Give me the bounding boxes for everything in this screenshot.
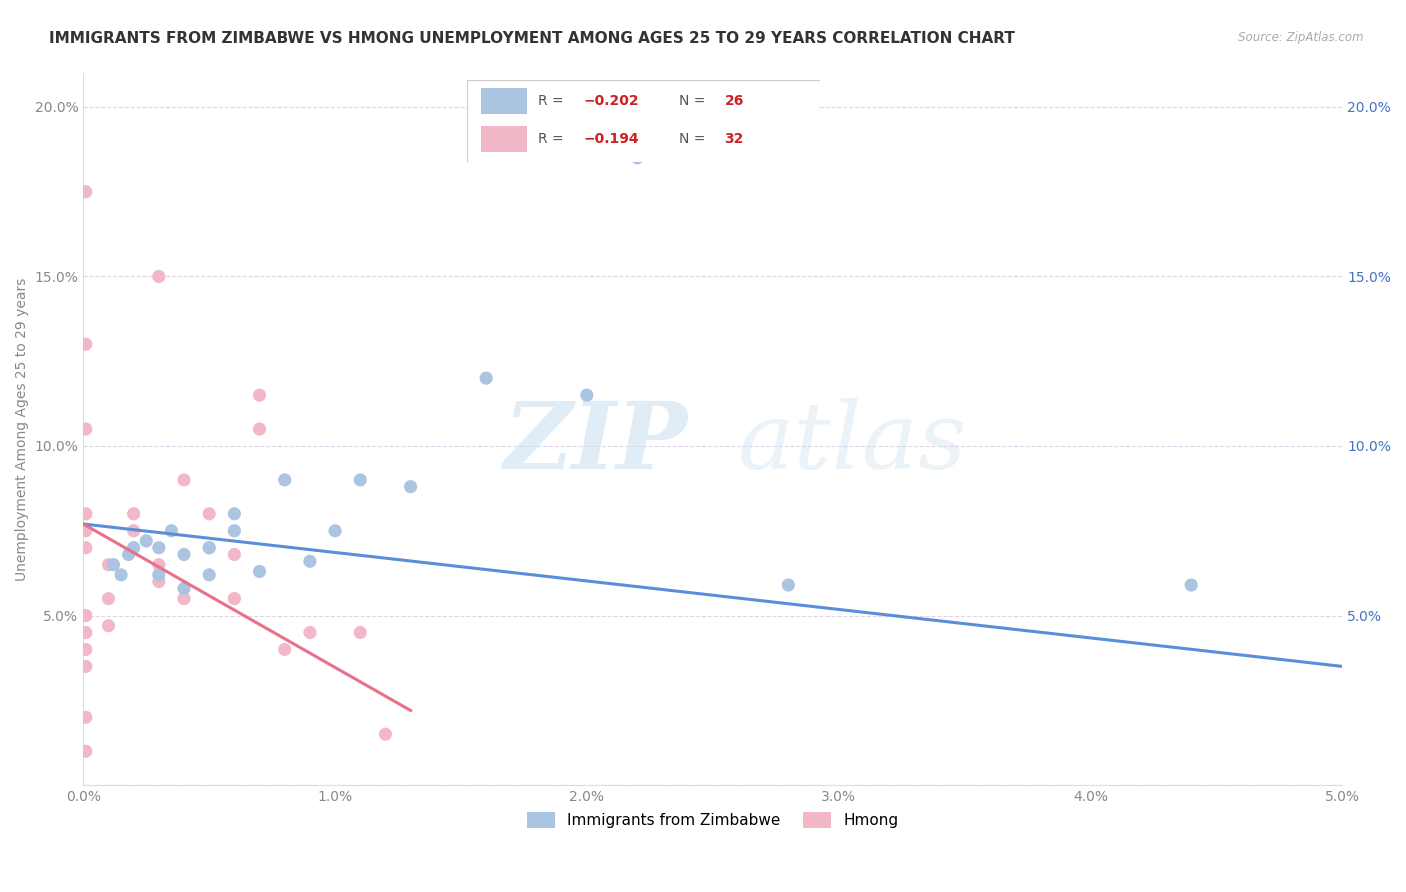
Point xyxy=(224,524,246,538)
Point xyxy=(224,507,246,521)
Text: atlas: atlas xyxy=(738,399,967,488)
Point xyxy=(110,567,132,582)
Point xyxy=(249,388,271,402)
Point xyxy=(575,388,598,402)
Point xyxy=(122,541,145,555)
Point xyxy=(1180,578,1202,592)
Point xyxy=(75,422,97,436)
Point xyxy=(75,524,97,538)
Point xyxy=(135,533,157,548)
Point xyxy=(224,591,246,606)
Point xyxy=(249,422,271,436)
Point xyxy=(224,548,246,562)
Text: Source: ZipAtlas.com: Source: ZipAtlas.com xyxy=(1239,31,1364,45)
Point xyxy=(173,473,195,487)
Point xyxy=(249,565,271,579)
Point xyxy=(75,185,97,199)
Point xyxy=(148,574,170,589)
Point xyxy=(75,625,97,640)
Point xyxy=(198,507,221,521)
Point xyxy=(160,524,183,538)
Point xyxy=(148,541,170,555)
Point xyxy=(75,744,97,758)
Legend: Immigrants from Zimbabwe, Hmong: Immigrants from Zimbabwe, Hmong xyxy=(522,806,904,834)
Point xyxy=(374,727,396,741)
Point xyxy=(75,541,97,555)
Point xyxy=(97,558,120,572)
Point xyxy=(626,151,648,165)
Point xyxy=(75,710,97,724)
Point xyxy=(122,507,145,521)
Point xyxy=(198,567,221,582)
Point xyxy=(198,541,221,555)
Point xyxy=(97,618,120,632)
Point xyxy=(148,567,170,582)
Point xyxy=(148,558,170,572)
Point xyxy=(399,480,422,494)
Point xyxy=(75,608,97,623)
Text: ZIP: ZIP xyxy=(503,399,688,488)
Point xyxy=(75,337,97,351)
Point xyxy=(97,591,120,606)
Point xyxy=(274,642,297,657)
Point xyxy=(103,558,125,572)
Y-axis label: Unemployment Among Ages 25 to 29 years: Unemployment Among Ages 25 to 29 years xyxy=(15,277,30,581)
Point xyxy=(117,548,139,562)
Point xyxy=(122,524,145,538)
Point xyxy=(778,578,800,592)
Point xyxy=(298,554,321,568)
Point xyxy=(349,473,371,487)
Point xyxy=(173,548,195,562)
Point xyxy=(323,524,346,538)
Point xyxy=(75,659,97,673)
Text: IMMIGRANTS FROM ZIMBABWE VS HMONG UNEMPLOYMENT AMONG AGES 25 TO 29 YEARS CORRELA: IMMIGRANTS FROM ZIMBABWE VS HMONG UNEMPL… xyxy=(49,31,1015,46)
Point xyxy=(274,473,297,487)
Point xyxy=(475,371,498,385)
Point xyxy=(298,625,321,640)
Point xyxy=(173,591,195,606)
Point xyxy=(198,541,221,555)
Point xyxy=(349,625,371,640)
Point xyxy=(173,582,195,596)
Point xyxy=(148,269,170,284)
Point xyxy=(75,642,97,657)
Point xyxy=(75,507,97,521)
